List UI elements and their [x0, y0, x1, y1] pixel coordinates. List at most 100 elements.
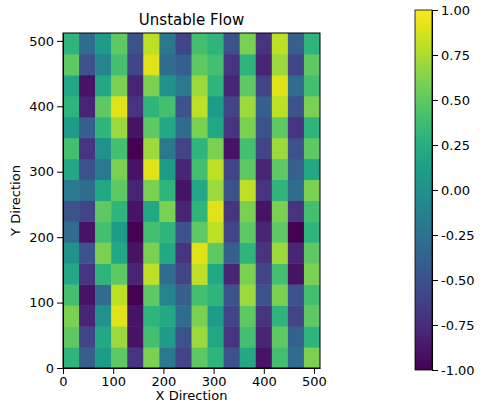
- heat-cell: [143, 180, 160, 201]
- heat-cell: [175, 159, 192, 180]
- heat-cell: [111, 263, 128, 284]
- tick: -1.00: [432, 363, 475, 378]
- heat-cell: [127, 96, 144, 117]
- tick-mark: [432, 370, 438, 371]
- heat-cell: [79, 263, 96, 284]
- heat-cell: [79, 180, 96, 201]
- tick-mark: [57, 41, 63, 42]
- tick: 400: [252, 368, 277, 389]
- heat-cell: [79, 117, 96, 138]
- heat-cell: [224, 305, 241, 326]
- heat-cell: [175, 75, 192, 96]
- heat-cell: [143, 159, 160, 180]
- heat-cell: [143, 326, 160, 347]
- axis-line: [64, 368, 321, 369]
- tick-label: 400: [252, 374, 277, 389]
- heat-cell: [288, 201, 305, 222]
- heat-cell: [208, 180, 225, 201]
- tick-label: 0: [59, 374, 67, 389]
- heat-cell: [127, 326, 144, 347]
- heat-cell: [256, 221, 273, 242]
- tick: 300: [202, 368, 227, 389]
- tick-label: 0.25: [441, 138, 470, 153]
- tick-label: 100: [29, 295, 54, 310]
- heat-cell: [288, 347, 305, 368]
- heat-cell: [192, 138, 209, 159]
- heat-cell: [240, 284, 257, 305]
- y-axis-title: Y Direction: [8, 165, 23, 237]
- tick: 0.50: [432, 93, 470, 108]
- heat-cell: [256, 96, 273, 117]
- heat-cell: [175, 326, 192, 347]
- heat-cell: [192, 242, 209, 263]
- heat-cell: [240, 263, 257, 284]
- tick-mark: [432, 235, 438, 236]
- heat-cell: [272, 263, 289, 284]
- heat-cell: [272, 326, 289, 347]
- heat-cell: [143, 33, 160, 54]
- heat-cell: [127, 201, 144, 222]
- tick: 0.00: [432, 183, 470, 198]
- heat-cell: [272, 242, 289, 263]
- heat-cell: [63, 180, 80, 201]
- heat-cell: [192, 159, 209, 180]
- heat-cell: [288, 180, 305, 201]
- heat-cell: [240, 221, 257, 242]
- heat-cell: [224, 201, 241, 222]
- heat-cell: [256, 284, 273, 305]
- heat-cell: [111, 138, 128, 159]
- heat-cell: [79, 201, 96, 222]
- heat-cell: [288, 117, 305, 138]
- heat-cell: [63, 347, 80, 368]
- heat-cell: [208, 284, 225, 305]
- heat-cell: [63, 263, 80, 284]
- heat-cell: [224, 54, 241, 75]
- heat-cell: [272, 180, 289, 201]
- heat-cell: [111, 347, 128, 368]
- heat-cell: [304, 201, 320, 222]
- heat-cell: [127, 284, 144, 305]
- heat-cell: [192, 347, 209, 368]
- heat-cell: [240, 347, 257, 368]
- cells: [63, 33, 320, 368]
- heat-cell: [208, 347, 225, 368]
- heat-cell: [224, 347, 241, 368]
- heat-cell: [95, 263, 112, 284]
- tick-mark: [432, 190, 438, 191]
- heat-cell: [256, 159, 273, 180]
- heat-cell: [208, 201, 225, 222]
- heat-cell: [272, 138, 289, 159]
- heat-cell: [304, 75, 320, 96]
- heat-cell: [288, 221, 305, 242]
- title: Unstable Flow: [139, 11, 244, 29]
- heat-cell: [224, 138, 241, 159]
- heat-cell: [208, 117, 225, 138]
- heat-cell: [175, 305, 192, 326]
- heat-cell: [79, 159, 96, 180]
- heat-cell: [224, 284, 241, 305]
- heat-cell: [143, 96, 160, 117]
- heat-cell: [111, 180, 128, 201]
- tick: 300: [29, 164, 63, 179]
- tick: 100: [101, 368, 126, 389]
- heat-cell: [143, 75, 160, 96]
- heat-cell: [159, 96, 176, 117]
- heat-cell: [95, 138, 112, 159]
- axis: 0100200300400500: [59, 368, 327, 389]
- heat-cell: [127, 117, 144, 138]
- heat-cell: [111, 96, 128, 117]
- heat-cell: [192, 96, 209, 117]
- heat-cell: [63, 305, 80, 326]
- tick: 1.00: [432, 3, 470, 18]
- heat-cell: [79, 305, 96, 326]
- heat-cell: [224, 326, 241, 347]
- heat-cell: [304, 263, 320, 284]
- heat-cell: [240, 326, 257, 347]
- heat-cell: [288, 284, 305, 305]
- heat-cell: [256, 326, 273, 347]
- heat-cell: [175, 180, 192, 201]
- heat-cell: [256, 180, 273, 201]
- heat-cell: [288, 54, 305, 75]
- heat-cell: [63, 117, 80, 138]
- heat-cell: [95, 117, 112, 138]
